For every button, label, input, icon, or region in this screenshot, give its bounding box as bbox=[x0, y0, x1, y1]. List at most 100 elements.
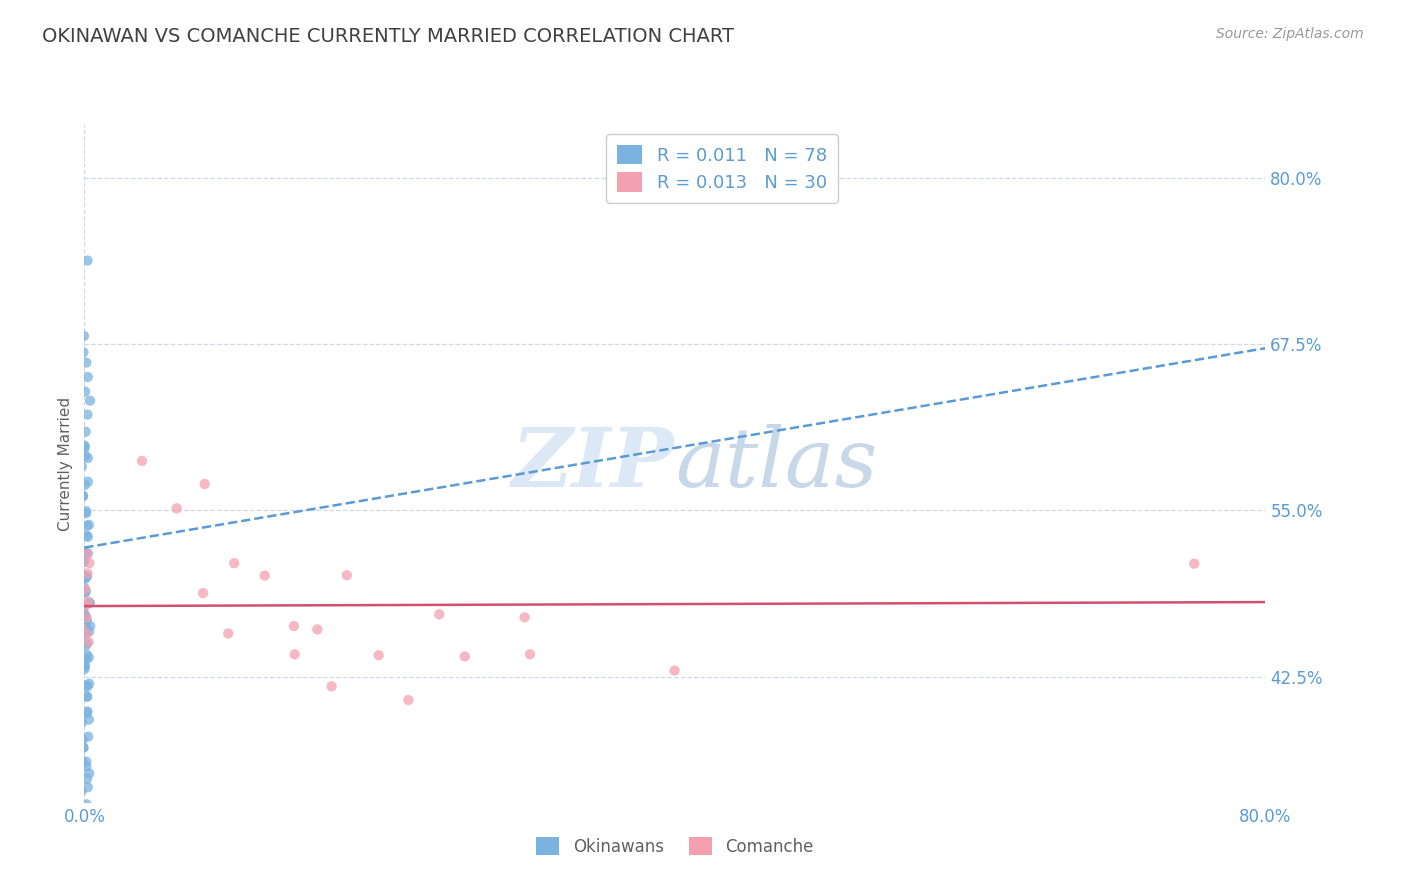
Point bbox=[664, 664, 686, 678]
Point bbox=[367, 648, 389, 663]
Point bbox=[75, 652, 97, 666]
Point bbox=[73, 478, 96, 492]
Point bbox=[72, 489, 94, 503]
Point bbox=[73, 660, 96, 674]
Point bbox=[76, 547, 98, 561]
Point bbox=[72, 623, 94, 637]
Point bbox=[72, 489, 94, 503]
Point bbox=[76, 706, 98, 720]
Point bbox=[76, 614, 98, 628]
Point bbox=[1182, 557, 1205, 571]
Point bbox=[321, 679, 343, 693]
Point bbox=[75, 638, 97, 652]
Point bbox=[76, 759, 98, 773]
Point bbox=[191, 586, 214, 600]
Point bbox=[77, 595, 100, 609]
Point bbox=[75, 356, 97, 370]
Point bbox=[75, 449, 97, 463]
Point bbox=[307, 623, 329, 637]
Text: OKINAWAN VS COMANCHE CURRENTLY MARRIED CORRELATION CHART: OKINAWAN VS COMANCHE CURRENTLY MARRIED C… bbox=[42, 27, 734, 45]
Point bbox=[79, 596, 101, 610]
Point bbox=[72, 740, 94, 755]
Point bbox=[76, 370, 98, 384]
Point bbox=[73, 581, 96, 595]
Point bbox=[75, 598, 97, 612]
Point bbox=[75, 506, 97, 520]
Text: Source: ZipAtlas.com: Source: ZipAtlas.com bbox=[1216, 27, 1364, 41]
Point bbox=[73, 544, 96, 558]
Point bbox=[76, 253, 98, 268]
Point bbox=[75, 755, 97, 769]
Point bbox=[72, 754, 94, 768]
Point bbox=[72, 345, 94, 359]
Point bbox=[72, 555, 94, 569]
Point bbox=[76, 626, 98, 640]
Point bbox=[454, 649, 477, 664]
Point bbox=[76, 528, 98, 542]
Point bbox=[75, 620, 97, 634]
Point bbox=[76, 408, 98, 422]
Point bbox=[166, 501, 188, 516]
Point bbox=[73, 554, 96, 568]
Point bbox=[70, 566, 93, 581]
Point bbox=[76, 569, 98, 583]
Point bbox=[77, 624, 100, 639]
Point bbox=[77, 475, 100, 489]
Point bbox=[76, 518, 98, 533]
Point bbox=[77, 766, 100, 780]
Point bbox=[73, 662, 96, 676]
Point bbox=[77, 730, 100, 744]
Point bbox=[77, 677, 100, 691]
Point bbox=[77, 635, 100, 649]
Point bbox=[76, 689, 98, 703]
Point bbox=[75, 679, 97, 693]
Y-axis label: Currently Married: Currently Married bbox=[58, 397, 73, 531]
Point bbox=[398, 693, 420, 707]
Point bbox=[73, 441, 96, 455]
Point bbox=[76, 546, 98, 560]
Point bbox=[76, 690, 98, 704]
Point bbox=[75, 504, 97, 518]
Point bbox=[72, 740, 94, 755]
Point bbox=[73, 546, 96, 560]
Point bbox=[75, 384, 97, 399]
Point bbox=[284, 648, 307, 662]
Point bbox=[76, 450, 98, 465]
Point bbox=[75, 584, 97, 599]
Point bbox=[519, 648, 541, 662]
Point bbox=[75, 571, 97, 585]
Text: atlas: atlas bbox=[675, 424, 877, 504]
Point bbox=[77, 713, 100, 727]
Point bbox=[76, 530, 98, 544]
Point bbox=[75, 625, 97, 640]
Point bbox=[76, 772, 98, 786]
Point bbox=[75, 582, 97, 597]
Point bbox=[75, 599, 97, 613]
Point bbox=[72, 606, 94, 620]
Point bbox=[72, 633, 94, 648]
Point bbox=[76, 636, 98, 650]
Point bbox=[224, 556, 246, 570]
Point bbox=[73, 329, 96, 343]
Point bbox=[73, 607, 96, 621]
Point bbox=[283, 619, 305, 633]
Point bbox=[131, 454, 153, 468]
Point bbox=[70, 622, 93, 636]
Text: ZIP: ZIP bbox=[512, 424, 675, 504]
Point bbox=[194, 477, 217, 491]
Point bbox=[72, 732, 94, 747]
Point bbox=[75, 659, 97, 673]
Point bbox=[70, 715, 93, 730]
Point bbox=[217, 626, 239, 640]
Point bbox=[76, 797, 98, 812]
Point bbox=[76, 680, 98, 694]
Point bbox=[70, 784, 93, 798]
Point bbox=[76, 780, 98, 795]
Point bbox=[427, 607, 450, 622]
Point bbox=[70, 459, 93, 474]
Point bbox=[77, 517, 100, 532]
Point bbox=[75, 609, 97, 624]
Point bbox=[73, 438, 96, 452]
Point bbox=[76, 705, 98, 719]
Point bbox=[75, 571, 97, 585]
